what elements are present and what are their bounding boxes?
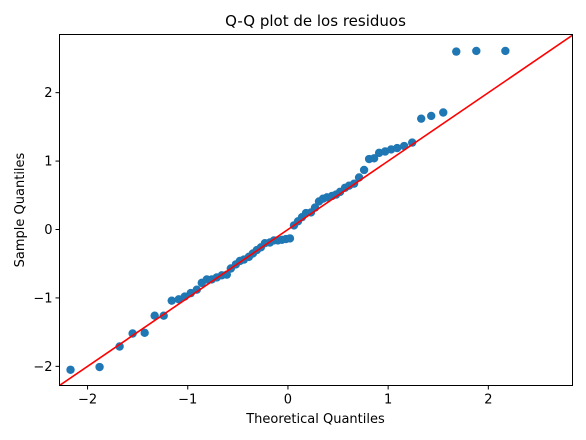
y-tick-label: 0 <box>44 223 52 238</box>
data-point <box>369 154 379 163</box>
x-tick-label: −2 <box>78 393 97 408</box>
x-tick-label: −1 <box>178 393 197 408</box>
data-point <box>167 296 176 305</box>
data-point <box>417 114 426 123</box>
reference-line <box>59 34 573 386</box>
y-tick-label: −2 <box>33 360 52 375</box>
data-point <box>439 108 448 117</box>
data-point <box>452 47 461 56</box>
data-point <box>150 311 159 320</box>
y-axis-label: Sample Quantiles <box>13 152 28 267</box>
data-point <box>285 234 295 243</box>
data-point <box>140 328 149 338</box>
data-point <box>66 365 75 374</box>
data-point <box>192 285 201 294</box>
x-tick-label: 1 <box>384 393 392 408</box>
y-tick-label: 2 <box>44 86 52 101</box>
data-point <box>407 138 417 147</box>
axes-frame <box>59 34 573 386</box>
y-tick-label: −1 <box>33 291 52 306</box>
data-point <box>95 362 104 372</box>
x-axis-label: Theoretical Quantiles <box>245 412 385 427</box>
data-point <box>427 111 436 121</box>
data-point <box>115 342 124 351</box>
x-tick-label: 2 <box>484 393 492 408</box>
data-point <box>501 46 510 56</box>
x-tick-label: 0 <box>284 393 292 408</box>
plot-area: −2 −1 0 1 2 −2 −1 0 1 2 <box>33 34 573 408</box>
data-point <box>359 165 369 175</box>
chart-title: Q-Q plot de los residuos <box>225 12 406 30</box>
data-point <box>472 46 481 56</box>
y-tick-label: 1 <box>44 155 52 170</box>
data-point <box>128 329 137 338</box>
data-point <box>392 143 402 153</box>
